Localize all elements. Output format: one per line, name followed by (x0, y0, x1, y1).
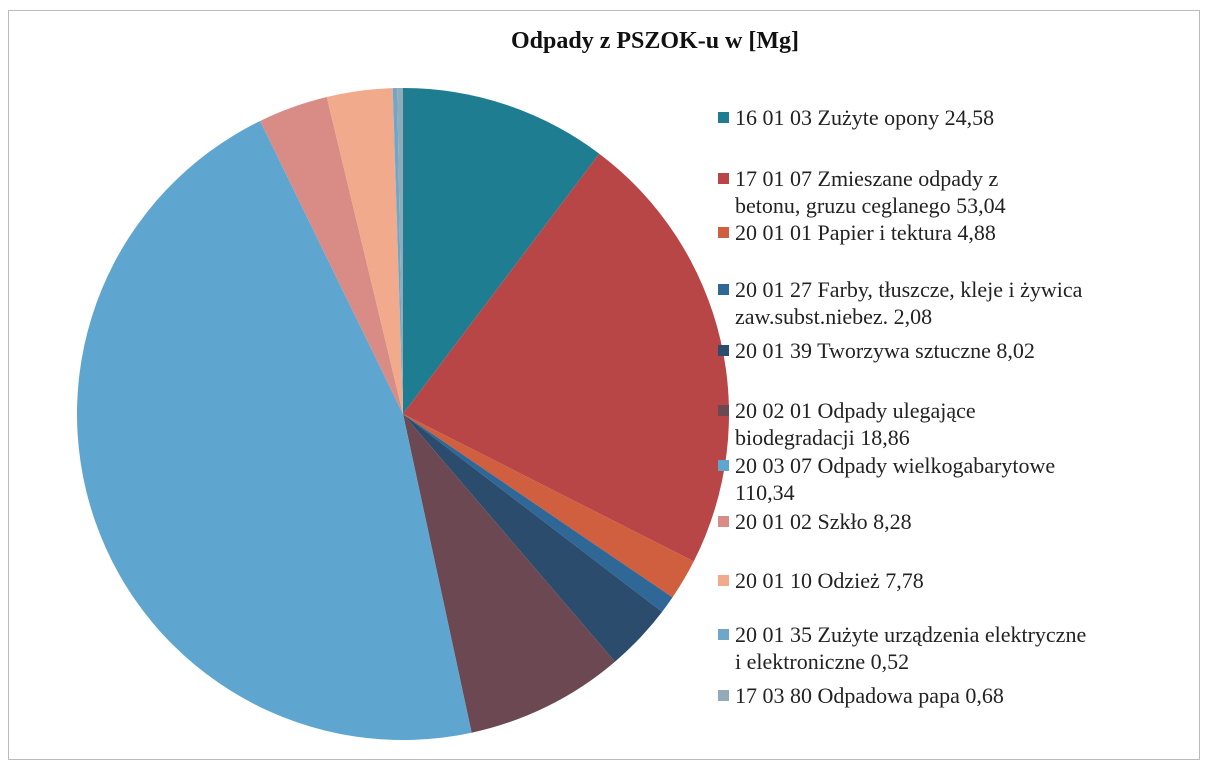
legend-label: 20 01 10 Odzież (735, 568, 880, 593)
chart-title: Odpady z PSZOK-u w [Mg] (510, 28, 800, 54)
pie-slice (403, 414, 663, 662)
pie-slice (403, 88, 600, 414)
legend-value: 110,34 (735, 480, 795, 505)
legend-label: 20 02 01 Odpady ulegające biodegradacji (735, 398, 976, 450)
legend-value: 8,02 (996, 338, 1035, 363)
legend-swatch (718, 516, 729, 527)
legend-value: 53,04 (956, 193, 1006, 218)
legend-value: 8,28 (873, 509, 912, 534)
legend-entry: 16 01 03 Zużyte opony 24,58 (718, 104, 1205, 131)
legend-entry: 20 02 01 Odpady ulegające biodegradacji … (718, 397, 1055, 451)
pie-slice (260, 97, 403, 414)
legend-entry: 17 01 07 Zmieszane odpady z betonu, gruz… (718, 165, 1065, 219)
pie-slice (403, 414, 615, 733)
legend-label: 20 01 39 Tworzywa sztuczne (735, 338, 991, 363)
legend-label: 20 01 01 Papier i tektura (735, 220, 952, 245)
legend-swatch (718, 284, 729, 295)
legend-swatch (718, 690, 729, 701)
legend-value: 0,68 (965, 683, 1004, 708)
legend-label: 20 03 07 Odpady wielkogabarytowe (735, 453, 1056, 478)
legend-swatch (718, 405, 729, 416)
pie-slice (392, 88, 403, 414)
legend-label: 20 01 02 Szkło (735, 509, 868, 534)
legend-value: 0,52 (870, 649, 910, 674)
legend-value: 4,88 (957, 220, 996, 245)
legend-swatch (718, 575, 729, 586)
pie-slice (76, 120, 472, 740)
legend-swatch (718, 173, 729, 184)
pie-slice (403, 414, 673, 612)
legend-entry: 20 01 39 Tworzywa sztuczne 8,02 (718, 337, 1205, 364)
legend-value: 24,58 (944, 105, 995, 130)
legend-entry: 20 01 35 Zużyte urządzenia elektryczne i… (718, 621, 1095, 675)
pie-slice (326, 88, 403, 414)
legend-swatch (718, 629, 729, 640)
legend-value: 18,86 (860, 425, 910, 450)
legend-entry: 20 01 27 Farby, tłuszcze, kleje i żywica… (718, 276, 1185, 330)
legend-label: 20 01 27 Farby, tłuszcze, kleje i żywica… (735, 277, 1083, 329)
legend-swatch (718, 460, 729, 471)
legend-swatch (718, 345, 729, 356)
pie-slice (397, 88, 403, 414)
legend-entry: 20 01 10 Odzież 7,78 (718, 567, 1205, 594)
legend-entry: 20 01 01 Papier i tektura 4,88 (718, 219, 1205, 246)
pie-slice (403, 153, 729, 562)
legend-entry: 20 01 02 Szkło 8,28 (718, 508, 1205, 535)
legend-entry: 20 03 07 Odpady wielkogabarytowe 110,34 (718, 452, 1115, 506)
legend-value: 2,08 (893, 304, 933, 329)
chart-frame (8, 10, 1200, 760)
legend-swatch (718, 112, 729, 123)
legend-label: 17 01 07 Zmieszane odpady z betonu, gruz… (735, 166, 999, 218)
legend-entry: 17 03 80 Odpadowa papa 0,68 (718, 682, 1205, 709)
legend-label: 20 01 35 Zużyte urządzenia elektryczne i… (735, 622, 1087, 674)
legend-swatch (718, 227, 729, 238)
legend-label: 16 01 03 Zużyte opony (735, 105, 940, 130)
legend-value: 7,78 (885, 568, 924, 593)
legend-label: 17 03 80 Odpadowa papa (735, 683, 960, 708)
pie-slice (403, 414, 694, 598)
